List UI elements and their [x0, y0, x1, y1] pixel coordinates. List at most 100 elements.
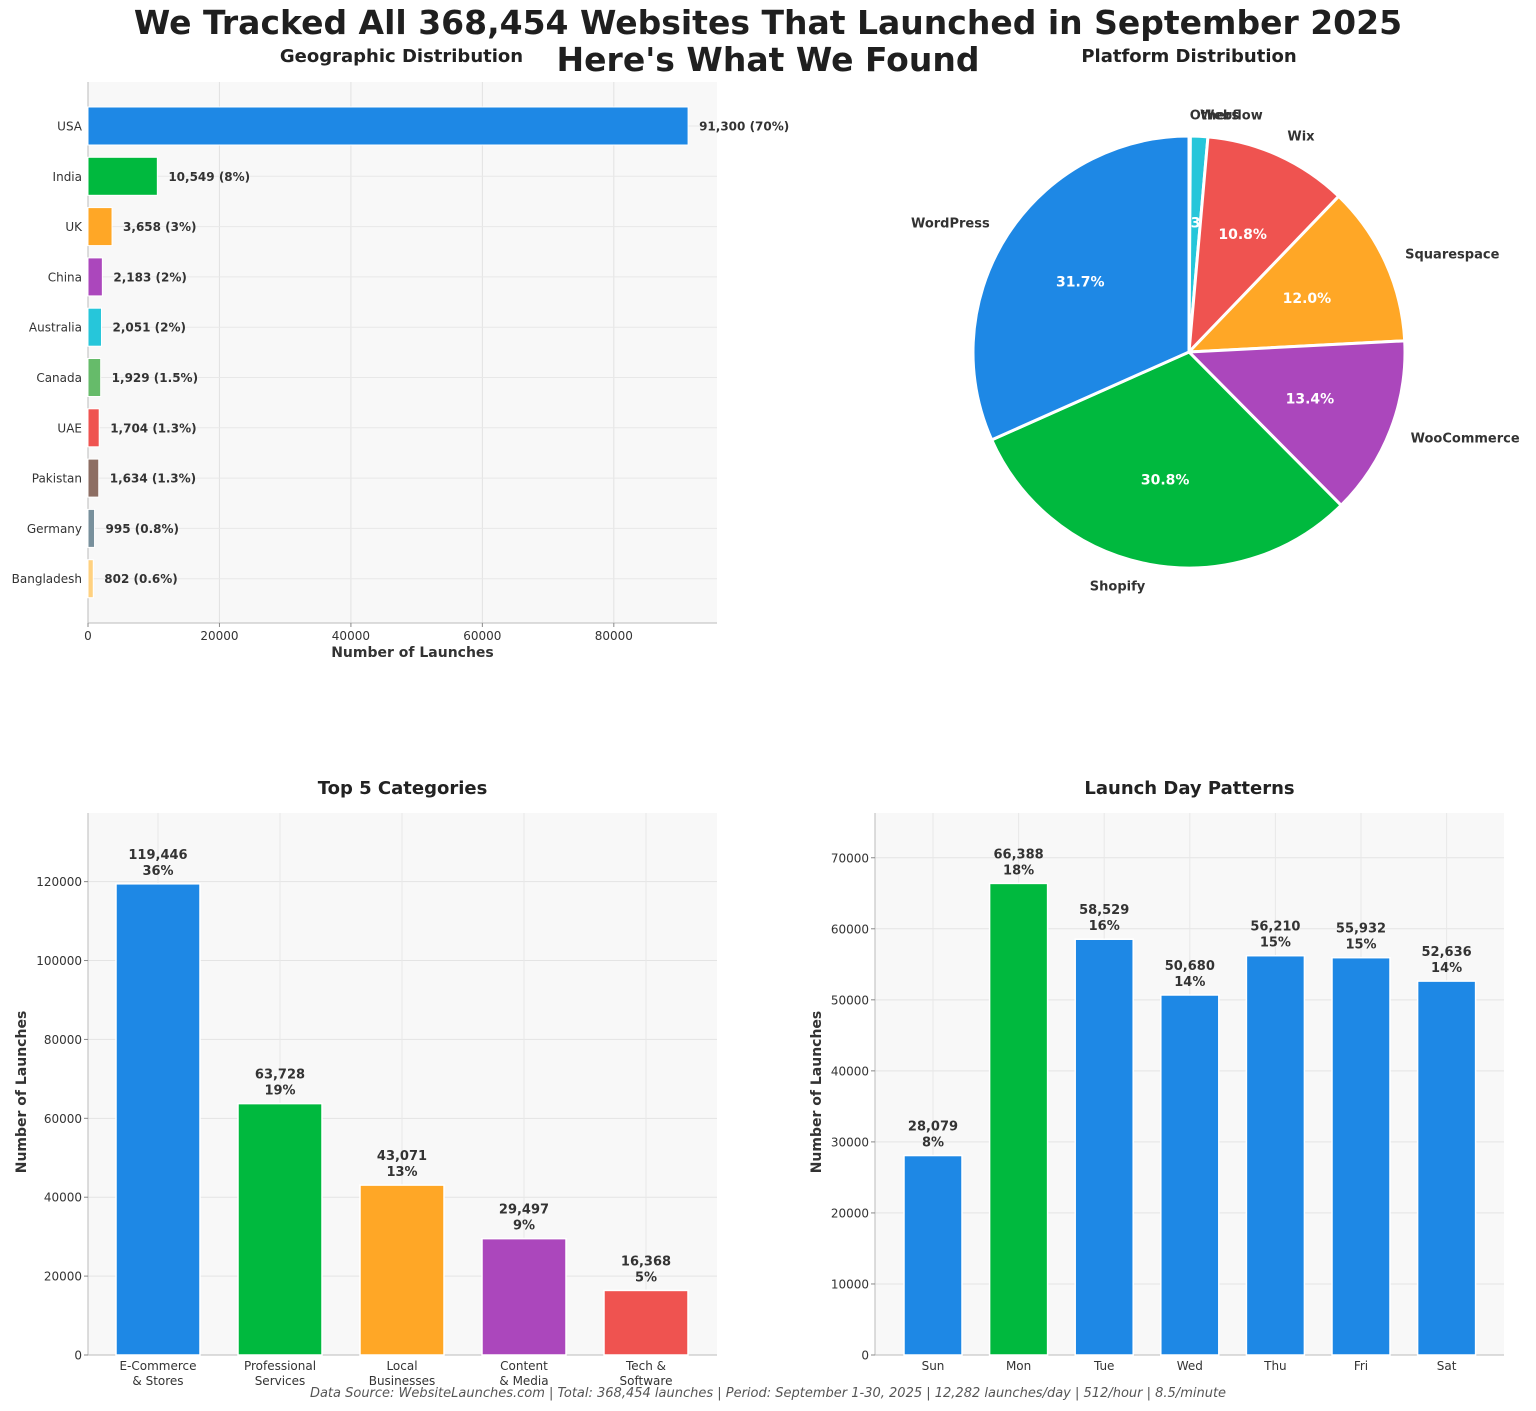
categories-category-label: E-Commerce — [119, 1359, 196, 1373]
days-y-tick-label: 40000 — [831, 1064, 869, 1078]
categories-y-axis-label: Number of Launches — [14, 1011, 30, 1174]
geo-bar — [87, 458, 100, 498]
geo-data-label: 802 (0.6%) — [104, 572, 177, 586]
days-data-label: 18% — [1003, 863, 1034, 878]
categories-data-label: 119,446 — [128, 848, 187, 863]
page-title: We Tracked All 368,454 Websites That Lau… — [0, 4, 1536, 78]
geo-category-label: UAE — [57, 421, 82, 435]
geo-x-tick-label: 40000 — [332, 629, 370, 643]
days-data-label: 14% — [1431, 961, 1462, 976]
categories-bar — [359, 1184, 445, 1356]
geo-data-label: 1,929 (1.5%) — [112, 371, 198, 385]
pie-slice-label: Squarespace — [1405, 247, 1499, 262]
geo-data-label: 1,634 (1.3%) — [110, 472, 196, 486]
days-title: Launch Day Patterns — [1084, 778, 1294, 799]
geo-category-label: USA — [57, 120, 83, 134]
categories-bar — [603, 1289, 689, 1356]
pie-slice-label: Wix — [1287, 130, 1315, 145]
days-category-label: Thu — [1263, 1359, 1287, 1373]
geo-bar — [87, 358, 102, 397]
categories-category-label: Tech & — [625, 1359, 666, 1373]
pie-pct-label: 12.0% — [1283, 291, 1332, 307]
geo-data-label: 2,051 (2%) — [112, 321, 185, 335]
categories-data-label: 36% — [142, 864, 173, 879]
geo-x-tick-label: 0 — [84, 629, 92, 643]
days-data-label: 52,636 — [1422, 945, 1472, 960]
days-data-label: 66,388 — [994, 847, 1044, 862]
geo-bar — [87, 207, 113, 247]
geo-category-label: Pakistan — [32, 472, 82, 486]
pie-slice-label: WooCommerce — [1411, 432, 1520, 447]
days-data-label: 50,680 — [1165, 959, 1215, 974]
days-data-label: 8% — [922, 1136, 944, 1151]
days-bar — [988, 882, 1049, 1356]
days-category-label: Mon — [1006, 1359, 1031, 1373]
days-category-label: Fri — [1354, 1359, 1368, 1373]
geo-x-tick-label: 20000 — [200, 629, 238, 643]
days-category-label: Sat — [1437, 1359, 1457, 1373]
geo-title: Geographic Distribution — [280, 46, 523, 67]
geo-data-label: 2,183 (2%) — [113, 270, 186, 284]
categories-category-label: Professional — [244, 1359, 316, 1373]
geo-data-label: 10,549 (8%) — [168, 170, 250, 184]
days-data-label: 56,210 — [1250, 920, 1300, 935]
categories-bar — [237, 1102, 323, 1356]
pie-pct-label: 31.7% — [1056, 274, 1105, 290]
geo-plot-area — [88, 82, 717, 623]
days-category-label: Sun — [922, 1359, 945, 1373]
categories-y-tick-label: 40000 — [44, 1191, 82, 1205]
pie-slice — [1185, 339, 1407, 508]
pie-slice-label: Webflow — [1200, 109, 1263, 124]
geo-category-label: China — [48, 270, 82, 284]
categories-bar — [115, 883, 201, 1356]
categories-category-label: & Stores — [132, 1374, 183, 1388]
categories-title: Top 5 Categories — [318, 778, 488, 799]
categories-data-label: 43,071 — [377, 1149, 427, 1164]
geo-x-tick-label: 60000 — [463, 629, 501, 643]
geo-category-label: Bangladesh — [12, 572, 82, 586]
geo-category-label: Australia — [29, 321, 82, 335]
geo-data-label: 3,658 (3%) — [123, 220, 196, 234]
days-data-label: 15% — [1260, 936, 1291, 951]
geo-bar — [87, 257, 103, 297]
days-data-label: 28,079 — [908, 1120, 958, 1135]
days-y-axis-label: Number of Launches — [809, 1011, 825, 1174]
days-bar — [903, 1154, 963, 1356]
days-y-tick-label: 70000 — [831, 851, 869, 865]
categories-data-label: 13% — [386, 1165, 417, 1180]
categories-y-tick-label: 80000 — [44, 1033, 82, 1047]
data-source-footer: Data Source: WebsiteLaunches.com | Total… — [309, 1386, 1227, 1401]
geo-bar — [87, 508, 96, 548]
days-bar — [1160, 994, 1220, 1356]
categories-y-tick-label: 0 — [74, 1349, 82, 1363]
categories-y-tick-label: 100000 — [36, 954, 82, 968]
geo-bar — [87, 156, 158, 196]
geo-x-tick-label: 80000 — [595, 629, 633, 643]
pie-pct-label: 30.8% — [1141, 472, 1190, 488]
title-line-2: Here's What We Found — [556, 40, 980, 79]
days-category-label: Tue — [1093, 1359, 1115, 1373]
pie-pct-label: 10.8% — [1218, 227, 1267, 243]
categories-y-tick-label: 60000 — [44, 1112, 82, 1126]
days-bar — [1245, 954, 1306, 1356]
days-data-label: 58,529 — [1079, 903, 1129, 918]
pie-slice — [1187, 135, 1341, 357]
categories-category-label: Content — [500, 1359, 548, 1373]
pie-slice — [971, 134, 1191, 442]
pie-slice — [1185, 194, 1407, 354]
geo-chart: 91,300 (70%) USA 10,549 (8%) India 3,658 (3%… — [12, 46, 790, 661]
geo-category-label: UK — [65, 220, 83, 234]
categories-bar — [481, 1237, 567, 1356]
geo-bar — [87, 408, 100, 448]
geo-data-label: 1,704 (1.3%) — [110, 421, 196, 435]
geo-category-label: Canada — [36, 371, 82, 385]
days-y-tick-label: 60000 — [831, 922, 869, 936]
days-y-tick-label: 30000 — [831, 1135, 869, 1149]
pie-slice-label: Shopify — [1090, 580, 1146, 595]
pie-slice — [989, 350, 1344, 570]
days-bar — [1074, 938, 1134, 1356]
pie-pct-label: 13.4% — [1286, 392, 1335, 408]
